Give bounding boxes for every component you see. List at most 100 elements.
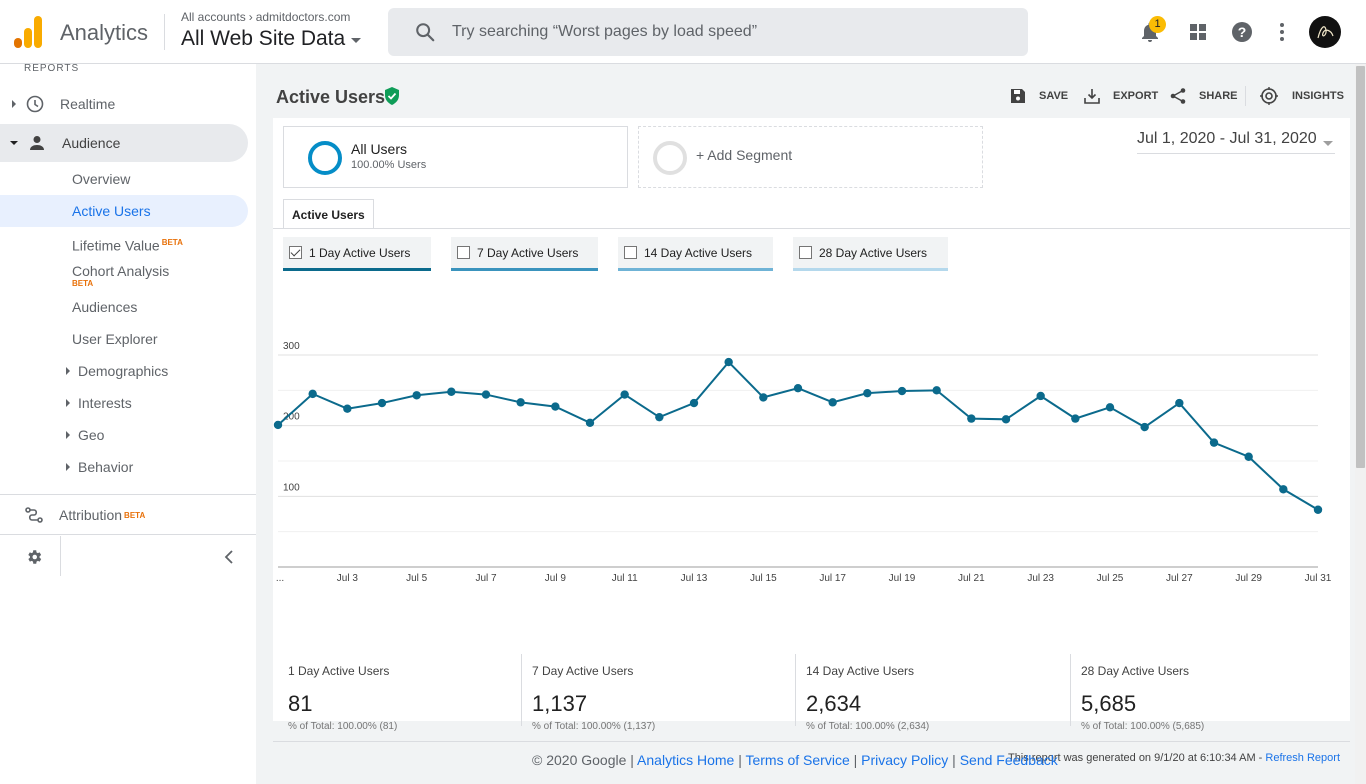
scrollbar-thumb[interactable] <box>1356 66 1365 468</box>
footer-link-terms[interactable]: Terms of Service <box>745 752 850 768</box>
reports-section-label: REPORTS <box>24 63 80 74</box>
search-input[interactable] <box>452 23 1012 41</box>
summary-value: 81 <box>288 691 313 716</box>
settings-gear-icon[interactable] <box>25 548 43 566</box>
report-panel: All Users 100.00% Users + Add Segment Ju… <box>273 118 1350 764</box>
collapse-sidebar-icon[interactable] <box>223 550 235 564</box>
more-options-button[interactable] <box>1270 20 1294 44</box>
summary-divider <box>795 654 796 726</box>
sidebar-item-overview[interactable]: Overview <box>72 171 131 187</box>
summary-label: 7 Day Active Users <box>532 664 634 678</box>
actions-divider <box>1245 86 1246 106</box>
segment-all-users[interactable]: All Users 100.00% Users <box>283 126 628 188</box>
summary-divider <box>1070 654 1071 726</box>
save-label: SAVE <box>1039 90 1069 102</box>
sidebar-item-cohort-analysis[interactable]: Cohort Analysis BETA <box>0 259 248 289</box>
sidebar-item-demographics[interactable]: Demographics <box>0 355 248 387</box>
x-tick-label: Jul 5 <box>406 573 428 584</box>
data-point <box>1175 398 1184 408</box>
notification-badge: 1 <box>1149 16 1166 33</box>
segment-percentage: 100.00% Users <box>351 159 427 171</box>
analytics-logo-icon[interactable] <box>14 16 42 48</box>
checkbox-icon[interactable] <box>799 246 812 259</box>
tab-active-users[interactable]: Active Users <box>283 199 374 229</box>
account-breadcrumb[interactable]: All accounts › admitdoctors.com <box>181 10 350 24</box>
sidebar-item-active-users[interactable]: Active Users <box>0 195 248 227</box>
summary-subtext: % of Total: 100.00% (1,137) <box>532 721 656 732</box>
export-icon <box>1084 89 1100 104</box>
share-button[interactable]: SHARE <box>1169 87 1238 105</box>
top-bar: Analytics All accounts › admitdoctors.com … <box>0 0 1366 64</box>
data-point <box>516 398 525 407</box>
data-point <box>412 391 421 400</box>
data-point <box>967 414 976 423</box>
sidebar-item-realtime[interactable]: Realtime <box>0 88 248 120</box>
page-title: Active Users <box>276 87 386 107</box>
share-label: SHARE <box>1199 90 1238 102</box>
sidebar-item-label: Realtime <box>60 96 116 112</box>
x-tick-label: Jul 21 <box>958 573 985 584</box>
data-point <box>1244 452 1253 461</box>
x-tick-label: Jul 7 <box>475 573 497 584</box>
apps-grid-icon <box>1190 24 1206 40</box>
clock-icon <box>26 95 44 113</box>
data-point <box>897 386 907 396</box>
export-button[interactable]: EXPORT <box>1083 87 1158 105</box>
expand-arrow-icon <box>66 431 70 439</box>
date-range-picker[interactable]: Jul 1, 2020 - Jul 31, 2020 <box>1137 130 1335 154</box>
data-point <box>1001 415 1011 424</box>
notifications-button[interactable]: 1 <box>1138 16 1166 44</box>
sidebar-item-lifetime-value[interactable]: Lifetime Value BETA <box>0 227 248 259</box>
checkbox-icon[interactable] <box>457 246 470 259</box>
y-tick-label: 300 <box>283 341 300 352</box>
sidebar-item-geo[interactable]: Geo <box>0 419 248 451</box>
refresh-report-link[interactable]: Refresh Report <box>1265 752 1340 764</box>
sidebar-item-audiences[interactable]: Audiences <box>72 299 138 315</box>
segment-name: All Users <box>351 141 408 157</box>
x-tick-label: Jul 17 <box>819 573 846 584</box>
header-divider <box>164 14 165 50</box>
view-selector[interactable]: All Web Site Data <box>181 27 362 51</box>
crumb-all-accounts[interactable]: All accounts <box>181 10 246 24</box>
add-segment-button[interactable]: + Add Segment <box>638 126 983 188</box>
metric-toggle-1day[interactable]: 1 Day Active Users <box>283 237 431 271</box>
summary-value: 1,137 <box>532 691 588 716</box>
sidebar-item-attribution[interactable]: Attribution BETA <box>0 500 248 530</box>
data-point <box>1279 485 1288 494</box>
footer-link-analytics-home[interactable]: Analytics Home <box>637 752 735 768</box>
sidebar-item-interests[interactable]: Interests <box>0 387 248 419</box>
view-name: All Web Site Data <box>181 27 346 50</box>
sidebar: REPORTS Realtime Audience Overview Activ… <box>0 63 256 784</box>
data-point <box>759 393 768 402</box>
checkbox-icon[interactable] <box>624 246 637 259</box>
account-avatar[interactable] <box>1309 16 1341 48</box>
search-bar[interactable] <box>388 8 1028 56</box>
footer-link-feedback[interactable]: Send Feedback <box>959 752 1058 768</box>
footer-link-privacy[interactable]: Privacy Policy <box>861 752 949 768</box>
sidebar-item-audience[interactable]: Audience <box>0 124 248 162</box>
metric-toggle-28day[interactable]: 28 Day Active Users <box>793 237 948 271</box>
help-button[interactable]: ? <box>1230 20 1254 44</box>
app-name: Analytics <box>60 20 149 45</box>
expand-arrow-icon[interactable] <box>12 100 16 108</box>
sidebar-item-user-explorer[interactable]: User Explorer <box>72 331 158 347</box>
sidebar-item-behavior[interactable]: Behavior <box>0 451 248 483</box>
apps-button[interactable] <box>1186 20 1210 44</box>
metric-toggle-14day[interactable]: 14 Day Active Users <box>618 237 773 271</box>
checkbox-checked-icon[interactable] <box>289 246 302 259</box>
x-tick-label: Jul 27 <box>1166 573 1193 584</box>
data-point <box>1105 403 1115 412</box>
sidebar-item-label: Interests <box>78 395 132 411</box>
export-label: EXPORT <box>1113 90 1159 102</box>
insights-label: INSIGHTS <box>1292 90 1344 102</box>
crumb-account[interactable]: admitdoctors.com <box>255 10 351 24</box>
caret-down-icon <box>351 38 362 43</box>
save-button[interactable]: SAVE <box>1009 87 1068 105</box>
metric-toggle-7day[interactable]: 7 Day Active Users <box>451 237 598 271</box>
chevron-right-icon: › <box>248 10 253 24</box>
collapse-arrow-icon[interactable] <box>10 141 18 145</box>
data-point <box>481 390 491 399</box>
footer-separator: | <box>948 752 960 768</box>
insights-button[interactable]: INSIGHTS <box>1260 87 1344 105</box>
metric-label: 28 Day Active Users <box>819 245 928 260</box>
